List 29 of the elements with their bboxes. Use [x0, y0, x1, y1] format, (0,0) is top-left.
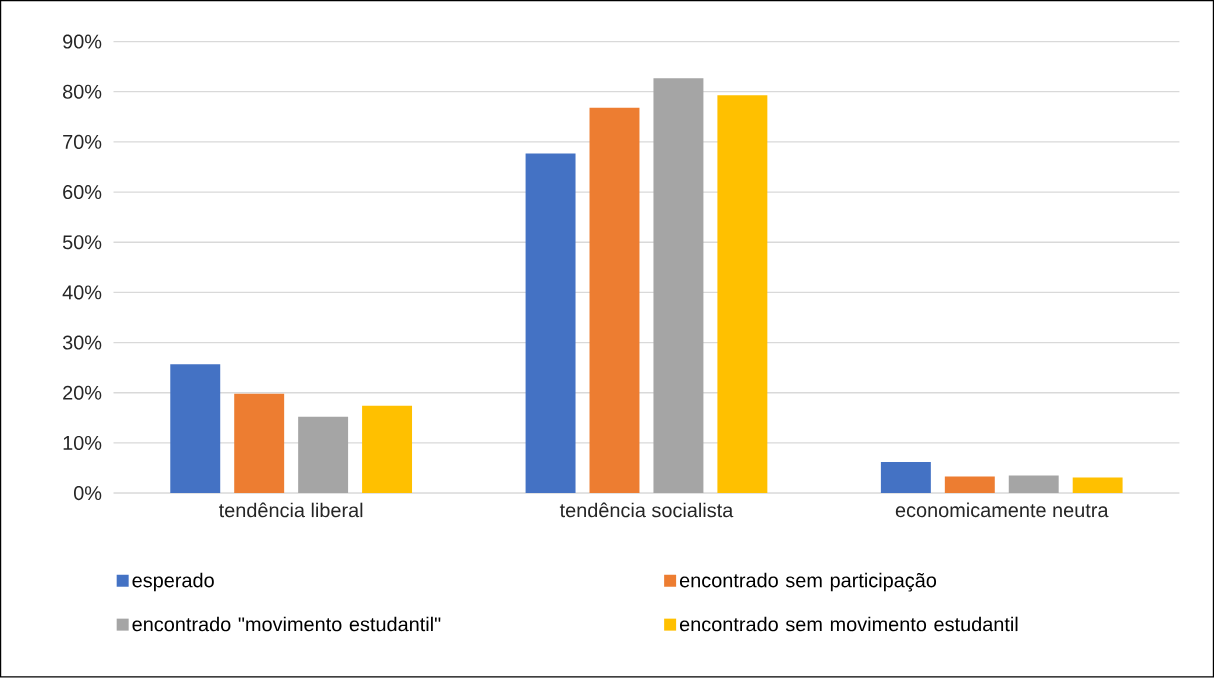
y-tick-label: 80%	[63, 84, 102, 99]
y-tick-label: 40%	[62, 285, 102, 300]
bar	[653, 78, 704, 494]
bar	[170, 364, 221, 494]
y-tick-label: 90%	[63, 34, 102, 49]
x-tick-label: tendência liberal	[218, 502, 363, 518]
bar	[880, 462, 931, 494]
legend-label: encontrado sem participação	[679, 573, 937, 592]
bar	[717, 95, 768, 494]
y-tick-label: 10%	[63, 436, 102, 451]
y-tick-label: 30%	[62, 335, 102, 350]
bar	[525, 153, 576, 494]
y-tick-label: 0%	[74, 486, 102, 501]
legend-label: encontrado sem movimento estudantil	[679, 616, 1018, 632]
bar	[298, 417, 349, 494]
x-tick-label: tendência socialista	[559, 502, 734, 518]
bar	[1008, 475, 1059, 494]
x-tick-label: economicamente neutra	[895, 502, 1109, 518]
legend-label: esperado	[132, 573, 214, 592]
bar	[362, 406, 413, 494]
bar	[944, 476, 995, 494]
bar	[1072, 477, 1123, 494]
y-tick-label: 70%	[63, 135, 102, 150]
bar	[234, 393, 285, 494]
y-tick-label: 50%	[62, 235, 102, 250]
y-tick-label: 20%	[63, 385, 102, 401]
y-tick-label: 60%	[63, 185, 102, 200]
bar	[589, 108, 640, 494]
legend-label: encontrado "movimento estudantil"	[132, 616, 441, 632]
